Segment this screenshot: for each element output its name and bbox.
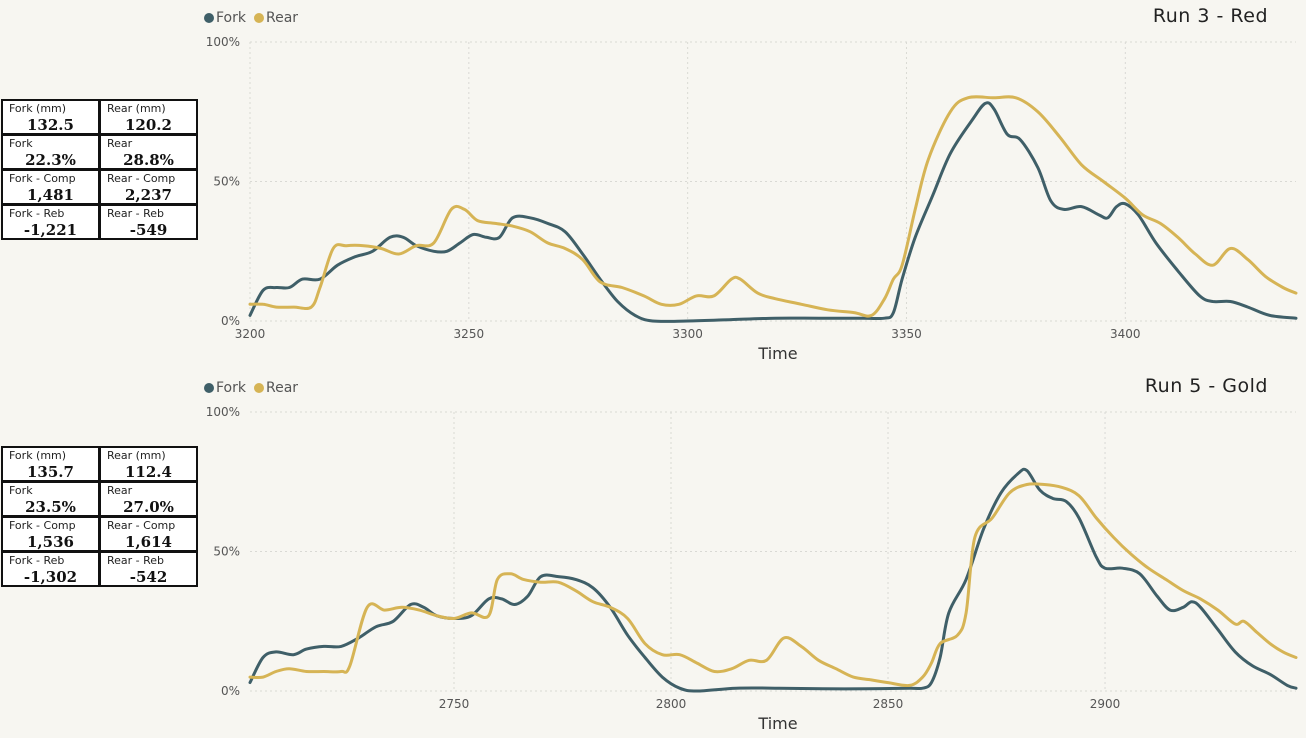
stat-value: 28.8% <box>123 151 174 169</box>
stat-label: Fork (mm) <box>9 449 67 462</box>
stat-value: 135.7 <box>27 463 74 481</box>
series-line-rear <box>248 95 1298 318</box>
stat-fork-comp: Fork - Comp 1,536 <box>1 516 100 552</box>
series-line-fork <box>248 101 1298 323</box>
stat-label: Rear - Comp <box>107 172 176 185</box>
legend-item-fork: Fork <box>204 10 246 26</box>
stat-label: Fork <box>9 137 33 150</box>
line-chart: 0% 50% 100% 3200 3250 3300 3350 3400 Time <box>206 35 1298 363</box>
stat-fork-pct: Fork 22.3% <box>1 134 100 170</box>
legend-label-fork: Fork <box>216 10 246 26</box>
chart-title: Run 5 - Gold <box>1144 375 1268 397</box>
stat-label: Rear - Reb <box>107 554 165 567</box>
stat-rear-pct: Rear 28.8% <box>99 134 198 170</box>
chart-title: Run 3 - Red <box>1152 5 1268 27</box>
stat-label: Rear - Reb <box>107 207 165 220</box>
legend-marker-rear <box>253 13 264 23</box>
stats-table: Fork (mm) 135.7 Rear (mm) 112.4 Fork 23.5% … <box>1 446 198 587</box>
legend-marker-fork <box>204 13 214 23</box>
legend-label-rear: Rear <box>265 380 299 396</box>
legend-item-rear: Rear <box>253 10 299 26</box>
series-line-fork <box>248 467 1298 693</box>
legend-item-fork: Fork <box>204 380 246 396</box>
stat-value: 22.3% <box>25 151 76 169</box>
stat-rear-pct: Rear 27.0% <box>99 481 198 517</box>
y-tick-label: 100% <box>206 35 240 49</box>
stat-value: -549 <box>129 221 168 239</box>
x-tick-label: 3350 <box>891 327 922 341</box>
x-tick-label: 2750 <box>439 697 470 711</box>
stat-value: 2,237 <box>125 186 172 204</box>
legend-marker-fork <box>204 383 214 393</box>
stat-fork-reb: Fork - Reb -1,221 <box>1 204 100 240</box>
stat-label: Rear (mm) <box>107 102 166 115</box>
y-tick-label: 0% <box>221 684 240 698</box>
stat-rear-comp: Rear - Comp 2,237 <box>99 169 198 205</box>
stat-value: 27.0% <box>123 498 174 516</box>
stat-rear-reb: Rear - Reb -542 <box>99 551 198 587</box>
stat-label: Fork - Reb <box>9 207 65 220</box>
stat-fork-mm: Fork (mm) 135.7 <box>1 446 100 482</box>
stat-rear-mm: Rear (mm) 112.4 <box>99 446 198 482</box>
legend-item-rear: Rear <box>253 380 299 396</box>
legend-marker-rear <box>253 383 264 393</box>
stat-value: 120.2 <box>125 116 172 134</box>
stat-rear-mm: Rear (mm) 120.2 <box>99 99 198 135</box>
x-tick-label: 3200 <box>235 327 266 341</box>
chart-panel-run5: 0% 50% 100% 2750 2800 2850 2900 Time Fork Rear … <box>0 370 1306 738</box>
chart-legend: Fork Rear <box>204 380 302 396</box>
series-line-rear <box>248 482 1298 688</box>
legend-label-rear: Rear <box>265 10 299 26</box>
stat-label: Rear (mm) <box>107 449 166 462</box>
stat-fork-pct: Fork 23.5% <box>1 481 100 517</box>
x-axis-label: Time <box>757 344 797 363</box>
x-tick-label: 2900 <box>1090 697 1121 711</box>
stat-rear-reb: Rear - Reb -549 <box>99 204 198 240</box>
x-tick-label: 3400 <box>1110 327 1141 341</box>
stat-label: Rear <box>107 137 133 150</box>
y-tick-label: 50% <box>213 175 240 189</box>
stats-table: Fork (mm) 132.5 Rear (mm) 120.2 Fork 22.3% … <box>1 99 198 240</box>
stat-label: Rear - Comp <box>107 519 176 532</box>
stat-value: 1,536 <box>27 533 74 551</box>
stat-value: 132.5 <box>27 116 74 134</box>
y-tick-label: 100% <box>206 405 240 419</box>
stat-value: 112.4 <box>125 463 172 481</box>
stat-value: -1,302 <box>23 568 78 586</box>
legend-label-fork: Fork <box>216 380 246 396</box>
chart-panel-run3: 0% 50% 100% 3200 3250 3300 3350 3400 Time Fork R… <box>0 0 1306 368</box>
stat-value: 1,614 <box>125 533 172 551</box>
stat-label: Rear <box>107 484 133 497</box>
y-tick-label: 50% <box>213 545 240 559</box>
stat-label: Fork - Reb <box>9 554 65 567</box>
chart-legend: Fork Rear <box>204 10 302 26</box>
line-chart: 0% 50% 100% 2750 2800 2850 2900 Time <box>206 405 1298 733</box>
stat-value: -1,221 <box>23 221 78 239</box>
x-tick-label: 3250 <box>454 327 485 341</box>
stat-label: Fork - Comp <box>9 172 76 185</box>
x-tick-label: 3300 <box>672 327 703 341</box>
y-tick-label: 0% <box>221 314 240 328</box>
stat-value: 23.5% <box>25 498 76 516</box>
stat-value: 1,481 <box>27 186 74 204</box>
stat-fork-mm: Fork (mm) 132.5 <box>1 99 100 135</box>
x-tick-label: 2800 <box>656 697 687 711</box>
stat-value: -542 <box>129 568 168 586</box>
stat-label: Fork (mm) <box>9 102 67 115</box>
stat-rear-comp: Rear - Comp 1,614 <box>99 516 198 552</box>
x-axis-label: Time <box>757 714 797 733</box>
stat-label: Fork - Comp <box>9 519 76 532</box>
x-tick-label: 2850 <box>873 697 904 711</box>
stat-fork-reb: Fork - Reb -1,302 <box>1 551 100 587</box>
stat-fork-comp: Fork - Comp 1,481 <box>1 169 100 205</box>
stat-label: Fork <box>9 484 33 497</box>
